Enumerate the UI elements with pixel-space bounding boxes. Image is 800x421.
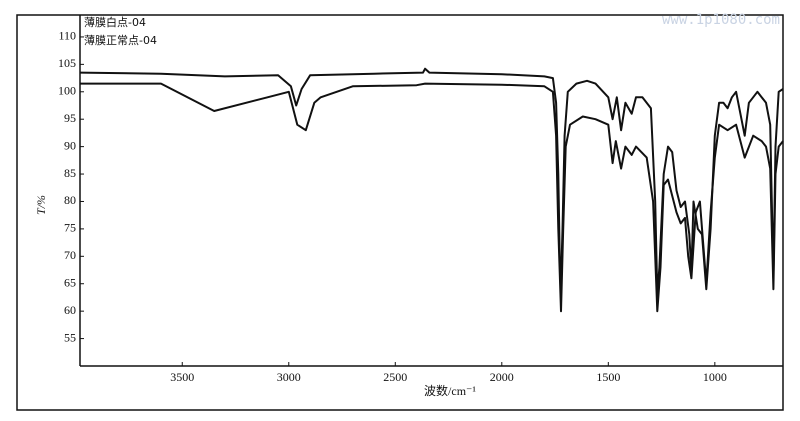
y-tick-label: 90: [64, 138, 76, 152]
legend-entry: 薄膜正常点-04: [84, 33, 157, 47]
x-tick-label: 1500: [596, 370, 620, 384]
x-tick-label: 1000: [703, 370, 727, 384]
watermark: www.1p1080.com: [662, 12, 780, 28]
x-axis-label: 波数/cm⁻¹: [424, 383, 476, 398]
spectrum-line: [80, 82, 784, 313]
y-tick-label: 70: [64, 248, 76, 262]
x-tick-label: 3000: [277, 370, 301, 384]
x-tick-label: 2500: [383, 370, 407, 384]
legend-entry: 薄膜白点-04: [84, 15, 146, 29]
y-tick-label: 85: [64, 166, 76, 180]
spectrum-line: [79, 67, 784, 296]
y-tick-label: 65: [64, 275, 76, 289]
y-tick-label: 105: [58, 56, 76, 70]
y-tick-label: 95: [64, 111, 76, 125]
y-tick-label: 80: [64, 193, 76, 207]
x-tick-label: 3500: [170, 370, 194, 384]
y-tick-label: 75: [64, 221, 76, 235]
frame: [16, 14, 784, 411]
y-axis-label: T/%: [34, 195, 48, 215]
x-tick-label: 2000: [490, 370, 514, 384]
y-tick-label: 110: [58, 29, 76, 43]
y-tick-label: 55: [64, 330, 76, 344]
y-tick-label: 60: [64, 303, 76, 317]
y-tick-label: 100: [58, 84, 76, 98]
